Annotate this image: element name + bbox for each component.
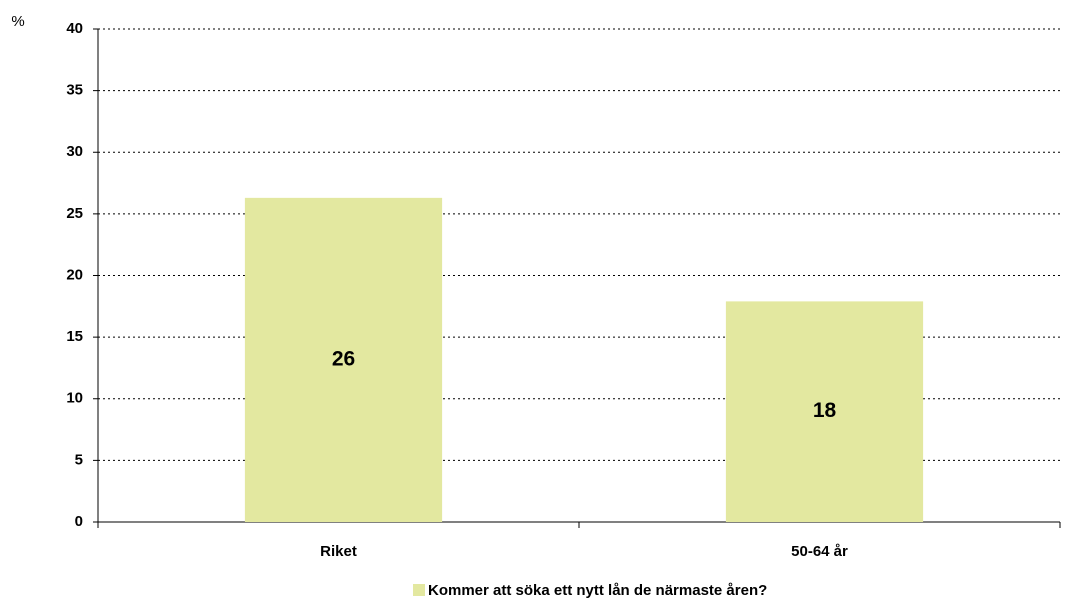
data-label: 26 [332,347,355,370]
y-tick-label: 30 [66,143,83,160]
bar [244,197,443,523]
y-tick-label: 40 [66,20,83,37]
y-tick-label: 15 [66,328,83,345]
data-label: 18 [813,399,837,422]
y-tick-label: 35 [66,82,83,99]
x-tick-label: Riket [320,543,357,560]
legend-swatch [413,584,425,596]
legend-label: Kommer att söka ett nytt lån de närmaste… [428,582,767,599]
x-tick-label: 50-64 år [791,543,848,560]
y-tick-label: 10 [66,390,83,407]
y-tick-label: 0 [75,513,83,530]
y-tick-label: 20 [66,266,83,283]
y-tick-label: 5 [75,451,83,468]
bar [725,301,924,522]
y-tick-label: 25 [66,205,83,222]
y-axis-label: % [11,13,24,30]
